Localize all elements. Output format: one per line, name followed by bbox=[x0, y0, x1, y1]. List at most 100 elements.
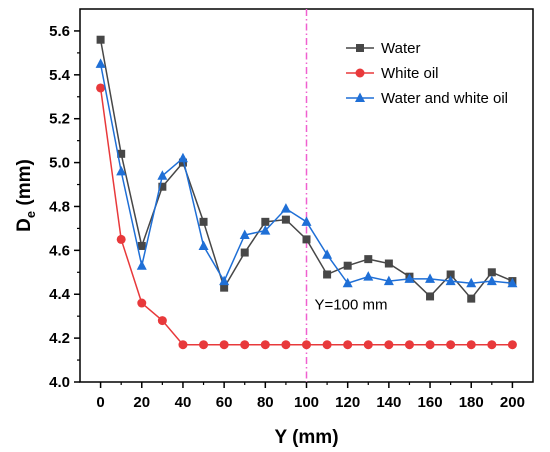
data-point-marker bbox=[356, 44, 364, 52]
data-point-marker bbox=[199, 340, 209, 350]
data-point-marker bbox=[404, 340, 414, 350]
data-point-marker bbox=[363, 340, 373, 350]
data-point-marker bbox=[404, 273, 415, 283]
data-point-marker bbox=[364, 255, 373, 264]
data-point-marker bbox=[425, 340, 435, 350]
data-point-marker bbox=[384, 340, 394, 350]
data-point-marker bbox=[137, 241, 146, 250]
data-point-marker bbox=[157, 170, 168, 180]
data-point-marker bbox=[219, 275, 230, 286]
legend-label: Water and white oil bbox=[381, 90, 508, 107]
data-point-marker bbox=[137, 298, 147, 308]
x-tick-label: 60 bbox=[216, 394, 233, 411]
y-tick-label: 4.4 bbox=[49, 286, 71, 303]
y-tick-label: 5.6 bbox=[49, 23, 70, 40]
series-layer bbox=[95, 35, 518, 350]
data-point-marker bbox=[487, 340, 497, 350]
data-point-marker bbox=[116, 234, 126, 244]
y-tick-label: 5.0 bbox=[49, 155, 70, 172]
data-point-marker bbox=[219, 340, 229, 350]
series-water-and-white-oil bbox=[95, 58, 518, 288]
data-point-marker bbox=[136, 260, 147, 270]
data-point-marker bbox=[383, 275, 394, 286]
legend-label: White oil bbox=[381, 65, 439, 82]
y-axis-title-unit: (mm) bbox=[14, 159, 35, 211]
x-tick-label: 20 bbox=[133, 394, 150, 411]
x-tick-label: 180 bbox=[459, 394, 484, 411]
y-tick-label: 5.4 bbox=[49, 67, 71, 84]
data-point-marker bbox=[363, 271, 374, 281]
data-point-marker bbox=[446, 270, 455, 279]
legend-item: White oil bbox=[346, 65, 439, 82]
y-axis-title-main: D bbox=[14, 218, 35, 232]
x-tick-label: 100 bbox=[294, 394, 319, 411]
y-tick-label: 5.2 bbox=[49, 111, 70, 128]
data-point-marker bbox=[466, 277, 477, 288]
data-point-marker bbox=[322, 340, 332, 350]
axes-layer: 0 20 40 60 80 100 120 140 160 180 200 4.0 4.2 4.4 4.6 4… bbox=[49, 8, 534, 411]
x-tick-label: 0 bbox=[96, 394, 104, 411]
x-tick-label: 140 bbox=[376, 394, 401, 411]
x-tick-label: 200 bbox=[500, 394, 525, 411]
data-point-marker bbox=[240, 248, 249, 257]
y-tick-label: 4.8 bbox=[49, 198, 70, 215]
data-point-marker bbox=[116, 165, 127, 176]
data-point-marker bbox=[96, 35, 105, 44]
data-point-marker bbox=[343, 261, 352, 270]
legend-label: Water bbox=[381, 40, 420, 57]
data-point-marker bbox=[198, 240, 209, 250]
data-point-marker bbox=[157, 316, 167, 326]
data-point-marker bbox=[260, 340, 270, 350]
data-point-marker bbox=[280, 203, 291, 213]
y-axis-title: De (mm) bbox=[14, 159, 38, 232]
data-point-marker bbox=[425, 273, 436, 283]
data-point-marker bbox=[355, 68, 365, 78]
data-point-marker bbox=[342, 277, 353, 288]
data-point-marker bbox=[355, 92, 365, 102]
data-point-marker bbox=[301, 216, 312, 226]
x-tick-label: 40 bbox=[175, 394, 192, 411]
data-point-marker bbox=[467, 294, 476, 303]
data-point-marker bbox=[507, 340, 517, 350]
data-point-marker bbox=[446, 340, 456, 350]
data-point-marker bbox=[260, 225, 271, 235]
data-point-marker bbox=[426, 292, 435, 301]
data-point-marker bbox=[322, 249, 333, 259]
legend: Water White oil Water and white oil bbox=[346, 40, 508, 107]
legend-item: Water bbox=[346, 40, 420, 57]
data-point-marker bbox=[240, 340, 250, 350]
series-white-oil bbox=[96, 83, 517, 350]
data-point-marker bbox=[384, 259, 393, 268]
data-point-marker bbox=[177, 152, 188, 163]
data-point-marker bbox=[220, 283, 229, 292]
data-point-marker bbox=[445, 275, 456, 286]
data-point-marker bbox=[302, 235, 311, 244]
y-axis-title-subscript: e bbox=[23, 211, 38, 218]
data-point-marker bbox=[96, 83, 106, 93]
data-point-marker bbox=[199, 217, 208, 226]
reference-line-label: Y=100 mm bbox=[315, 297, 388, 314]
data-point-marker bbox=[178, 340, 188, 350]
y-tick-label: 4.2 bbox=[49, 330, 70, 347]
data-point-marker bbox=[95, 58, 106, 68]
data-point-marker bbox=[486, 275, 497, 286]
data-point-marker bbox=[158, 182, 167, 191]
x-tick-label: 120 bbox=[335, 394, 360, 411]
data-point-marker bbox=[343, 340, 353, 350]
data-point-marker bbox=[487, 268, 496, 277]
plot-frame bbox=[79, 8, 534, 383]
data-point-marker bbox=[261, 217, 270, 226]
data-point-marker bbox=[302, 340, 311, 350]
data-point-marker bbox=[281, 215, 290, 224]
x-tick-label: 160 bbox=[418, 394, 443, 411]
y-tick-label: 4.6 bbox=[49, 242, 70, 259]
data-point-marker bbox=[117, 149, 126, 158]
data-point-marker bbox=[178, 158, 187, 167]
data-point-marker bbox=[323, 270, 332, 279]
data-point-marker bbox=[239, 229, 250, 239]
data-point-marker bbox=[507, 277, 518, 288]
data-point-marker bbox=[281, 340, 291, 350]
x-axis-title: Y (mm) bbox=[274, 427, 338, 448]
